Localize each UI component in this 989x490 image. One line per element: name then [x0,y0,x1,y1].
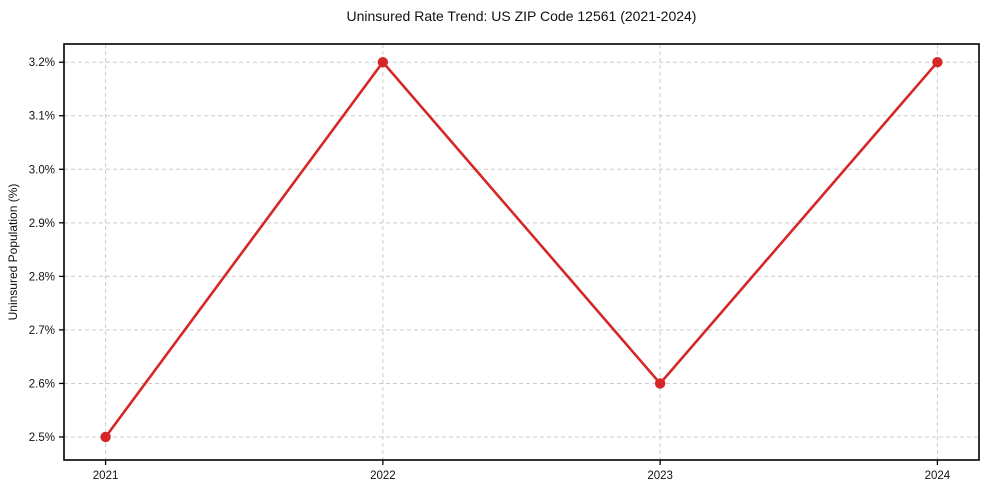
data-point-marker [932,57,943,68]
y-tick-label: 3.0% [29,164,55,176]
y-axis-label: Uninsured Population (%) [6,183,20,321]
data-point-marker [654,378,666,389]
y-tick-label: 2.7% [29,325,55,337]
y-tick-label: 2.5% [29,432,55,444]
x-tick-label: 2023 [647,470,673,482]
data-point-marker [377,57,389,68]
x-tick-label: 2021 [93,470,119,482]
y-tick-label: 2.8% [29,271,55,283]
x-tick-label: 2022 [370,470,396,482]
y-tick-label: 3.1% [29,111,55,123]
y-tick-label: 3.2% [29,57,55,69]
y-tick-label: 2.9% [29,218,55,230]
trend-line [104,60,939,439]
chart-title: Uninsured Rate Trend: US ZIP Code 12561 … [346,8,697,24]
plot-border [63,43,980,461]
x-tick-label: 2024 [925,470,951,482]
data-point-marker [100,431,111,443]
y-tick-label: 2.6% [29,378,55,390]
